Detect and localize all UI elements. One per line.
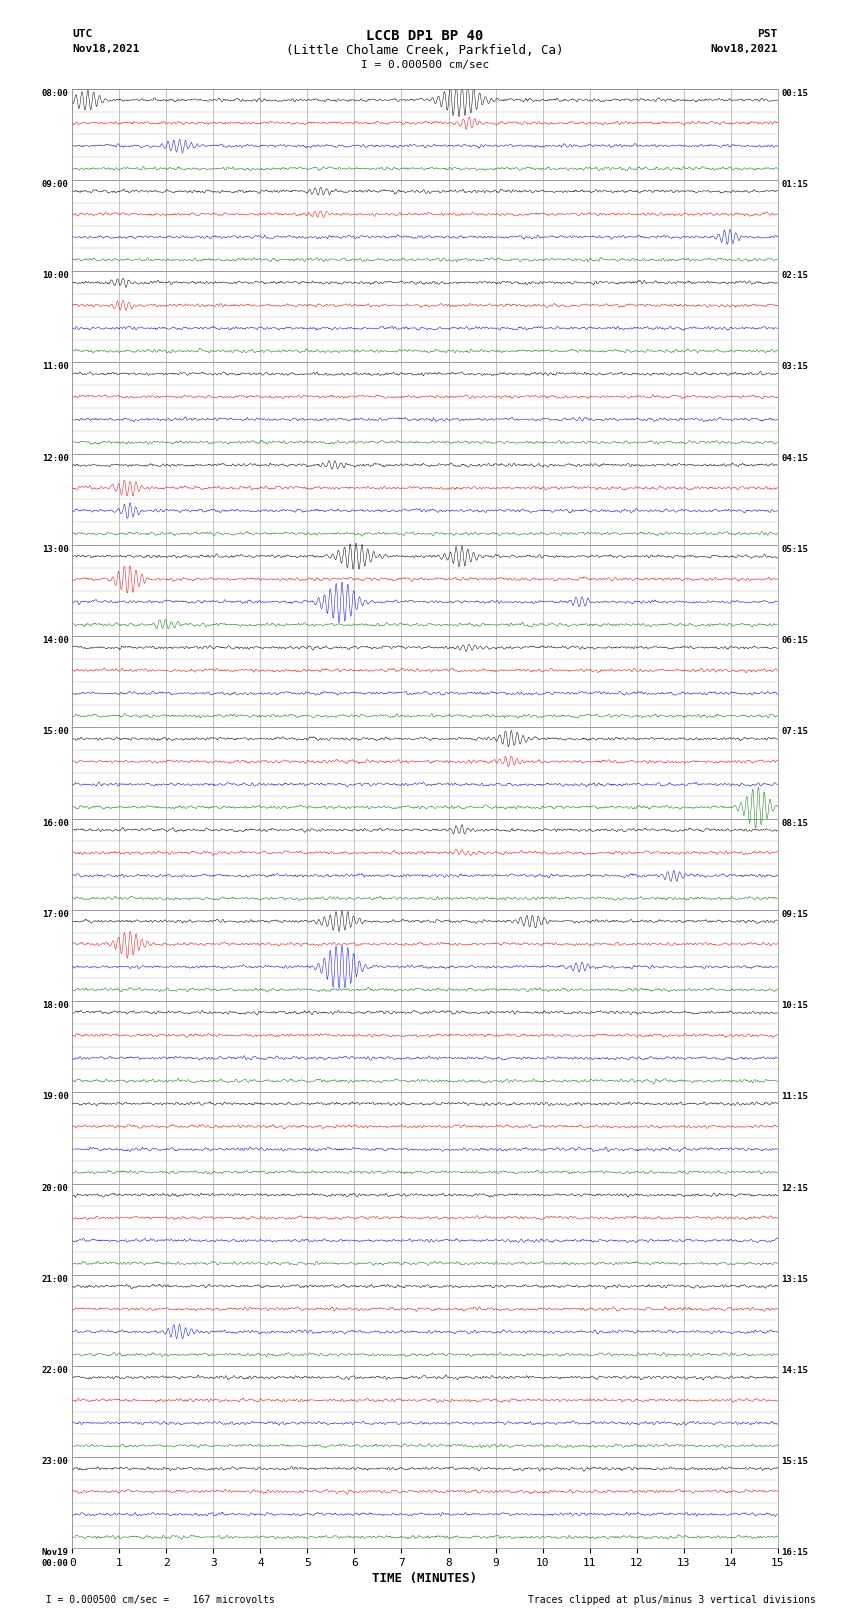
Text: 09:15: 09:15 — [781, 910, 808, 919]
Text: 22:00: 22:00 — [42, 1366, 69, 1374]
Text: 08:15: 08:15 — [781, 819, 808, 827]
Text: PST: PST — [757, 29, 778, 39]
Text: (Little Cholame Creek, Parkfield, Ca): (Little Cholame Creek, Parkfield, Ca) — [286, 44, 564, 56]
Text: 16:15: 16:15 — [781, 1548, 808, 1558]
Text: 15:00: 15:00 — [42, 727, 69, 737]
Text: LCCB DP1 BP 40: LCCB DP1 BP 40 — [366, 29, 484, 44]
Text: 23:00: 23:00 — [42, 1457, 69, 1466]
Text: Traces clipped at plus/minus 3 vertical divisions: Traces clipped at plus/minus 3 vertical … — [528, 1595, 816, 1605]
Text: 10:15: 10:15 — [781, 1002, 808, 1010]
Text: 11:15: 11:15 — [781, 1092, 808, 1102]
Text: 18:00: 18:00 — [42, 1002, 69, 1010]
Text: 07:15: 07:15 — [781, 727, 808, 737]
Text: 21:00: 21:00 — [42, 1274, 69, 1284]
Text: 10:00: 10:00 — [42, 271, 69, 281]
Text: I = 0.000500 cm/sec: I = 0.000500 cm/sec — [361, 60, 489, 69]
Text: 01:15: 01:15 — [781, 181, 808, 189]
Text: 12:15: 12:15 — [781, 1184, 808, 1192]
Text: 13:00: 13:00 — [42, 545, 69, 553]
Text: 16:00: 16:00 — [42, 819, 69, 827]
Text: Nov18,2021: Nov18,2021 — [711, 44, 778, 53]
Text: 00:15: 00:15 — [781, 89, 808, 98]
Text: 02:15: 02:15 — [781, 271, 808, 281]
Text: 15:15: 15:15 — [781, 1457, 808, 1466]
Text: 19:00: 19:00 — [42, 1092, 69, 1102]
Text: 12:00: 12:00 — [42, 453, 69, 463]
Text: 17:00: 17:00 — [42, 910, 69, 919]
Text: Nov19
00:00: Nov19 00:00 — [42, 1548, 69, 1568]
Text: I = 0.000500 cm/sec =    167 microvolts: I = 0.000500 cm/sec = 167 microvolts — [34, 1595, 275, 1605]
Text: UTC: UTC — [72, 29, 93, 39]
Text: 11:00: 11:00 — [42, 363, 69, 371]
X-axis label: TIME (MINUTES): TIME (MINUTES) — [372, 1573, 478, 1586]
Text: 09:00: 09:00 — [42, 181, 69, 189]
Text: 20:00: 20:00 — [42, 1184, 69, 1192]
Text: 13:15: 13:15 — [781, 1274, 808, 1284]
Text: 14:15: 14:15 — [781, 1366, 808, 1374]
Text: 05:15: 05:15 — [781, 545, 808, 553]
Text: 03:15: 03:15 — [781, 363, 808, 371]
Text: Nov18,2021: Nov18,2021 — [72, 44, 139, 53]
Text: 04:15: 04:15 — [781, 453, 808, 463]
Text: 06:15: 06:15 — [781, 636, 808, 645]
Text: 08:00: 08:00 — [42, 89, 69, 98]
Text: 14:00: 14:00 — [42, 636, 69, 645]
